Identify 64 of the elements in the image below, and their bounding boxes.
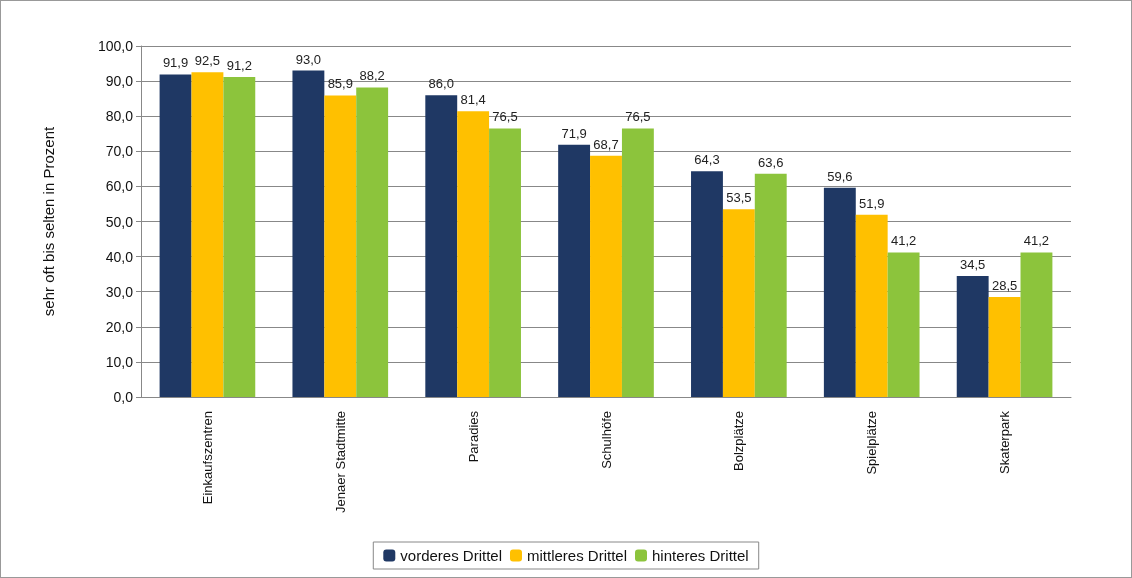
data-label: 91,9 [162, 55, 189, 71]
x-tick-label: Schulhöfe [598, 411, 614, 469]
bar [457, 111, 490, 397]
bar [223, 76, 256, 397]
bar [823, 187, 856, 397]
bar [356, 87, 389, 397]
data-label: 59,6 [827, 168, 853, 184]
bar [988, 296, 1021, 397]
y-axis-title: sehr oft bis selten in Prozent [40, 126, 57, 317]
data-label: 51,9 [859, 195, 885, 211]
bar [489, 128, 521, 397]
bar [855, 214, 888, 397]
data-label: 76,5 [492, 109, 518, 125]
x-tick-label: Jenaer Stadtmitte [332, 411, 348, 513]
data-label: 63,6 [758, 154, 784, 170]
bar [956, 275, 989, 397]
y-tick-label: 20,0 [105, 318, 134, 335]
x-tick-label: Skaterpark [997, 410, 1013, 474]
y-tick-label: 70,0 [105, 143, 134, 160]
bar [1020, 252, 1053, 397]
bar [754, 173, 787, 397]
data-label: 64,3 [694, 152, 720, 168]
bar [722, 209, 755, 397]
bar [159, 74, 192, 397]
y-tick-label: 100,0 [97, 38, 134, 54]
x-tick-label: Paradies [465, 410, 481, 463]
bar [292, 70, 325, 397]
data-label: 81,4 [460, 92, 486, 108]
bar [425, 95, 458, 397]
data-label: 68,7 [593, 136, 619, 152]
data-label: 92,5 [194, 53, 221, 69]
y-tick-label: 10,0 [105, 353, 134, 370]
x-tick-label: Spielplätze [864, 411, 880, 475]
legend-label: hinteres Drittel [652, 547, 749, 564]
bar [191, 72, 224, 397]
bar [887, 252, 920, 397]
y-tick-label: 90,0 [105, 73, 134, 90]
data-label: 76,5 [625, 109, 651, 125]
y-tick-label: 40,0 [105, 248, 134, 265]
y-tick-label: 30,0 [105, 283, 134, 300]
data-label: 86,0 [428, 76, 454, 92]
bar [558, 144, 591, 397]
bar [621, 128, 654, 397]
data-label: 41,2 [1023, 233, 1050, 249]
data-label: 28,5 [991, 277, 1018, 293]
data-label: 85,9 [327, 76, 353, 92]
bar [590, 155, 622, 397]
data-label: 41,2 [890, 233, 917, 249]
x-tick-label: Bolzplätze [731, 411, 747, 471]
bar [691, 171, 723, 397]
data-label: 91,2 [226, 57, 252, 73]
legend-label: vorderes Drittel [400, 547, 502, 564]
data-label: 34,5 [960, 256, 986, 272]
y-tick-label: 60,0 [105, 178, 134, 195]
y-tick-label: 50,0 [105, 213, 134, 230]
bar [324, 95, 357, 397]
y-tick-label: 80,0 [105, 108, 134, 125]
data-label: 93,0 [295, 51, 322, 67]
data-label: 71,9 [561, 125, 587, 141]
x-tick-label: Einkaufszentren [199, 411, 215, 505]
legend-label: mittleres Drittel [526, 547, 628, 564]
data-label: 53,5 [726, 190, 752, 206]
y-tick-label: 0,0 [113, 389, 134, 405]
data-label: 88,2 [359, 68, 385, 84]
